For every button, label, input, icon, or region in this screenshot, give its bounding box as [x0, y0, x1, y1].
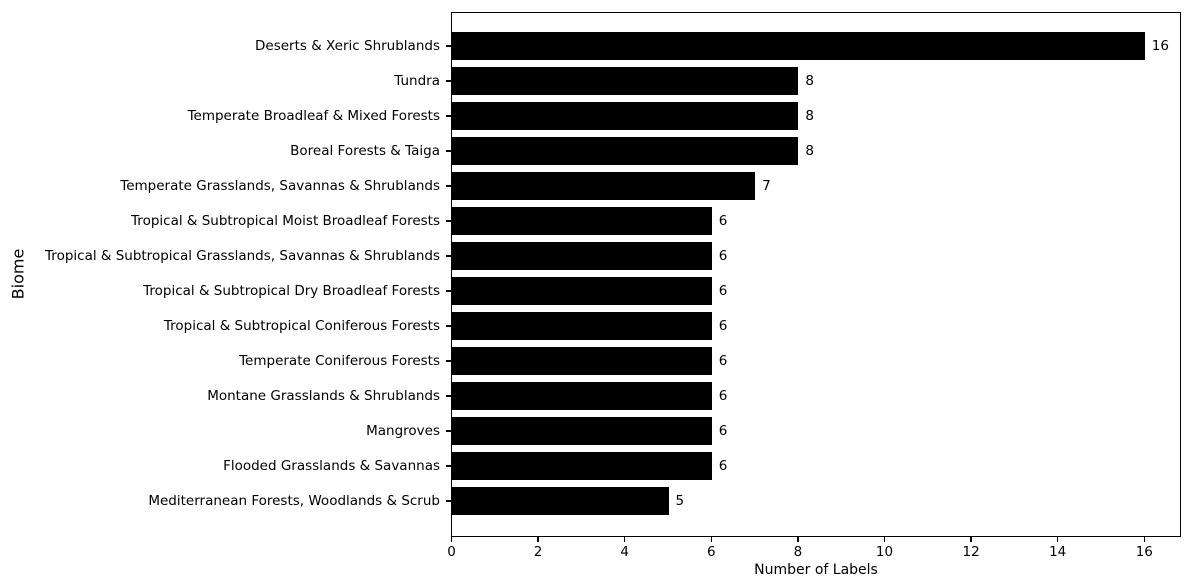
bar	[452, 417, 712, 445]
y-tick-label: Temperate Broadleaf & Mixed Forests	[187, 108, 440, 124]
y-tick-label: Tropical & Subtropical Moist Broadleaf F…	[131, 213, 440, 229]
bar-value-label: 6	[718, 457, 728, 474]
bar	[452, 347, 712, 375]
bar	[452, 242, 712, 270]
x-tick-mark	[537, 537, 539, 542]
plot-area	[451, 12, 1181, 537]
bar-value-label: 6	[718, 422, 728, 439]
x-tick-mark	[883, 537, 886, 542]
y-tick-label: Temperate Coniferous Forests	[239, 353, 440, 369]
y-tick-mark	[446, 45, 451, 47]
x-tick-mark	[797, 537, 799, 542]
y-tick-mark	[446, 500, 451, 502]
x-tick-mark	[623, 537, 626, 542]
y-tick-mark	[446, 290, 451, 292]
bar-value-label: 8	[805, 142, 814, 159]
x-tick-label: 16	[1135, 544, 1153, 560]
y-tick-label: Flooded Grasslands & Savannas	[223, 458, 440, 474]
bar-value-label: 6	[718, 212, 728, 229]
bar	[452, 207, 712, 235]
y-tick-label: Mangroves	[366, 423, 440, 439]
y-tick-mark	[446, 360, 451, 362]
y-tick-label: Tundra	[394, 73, 440, 89]
x-tick-label: 8	[793, 544, 803, 560]
x-tick-mark	[1056, 537, 1059, 542]
x-tick-label: 12	[962, 544, 980, 560]
y-tick-mark	[446, 115, 451, 117]
bar	[452, 137, 799, 165]
x-tick-label: 2	[533, 544, 543, 560]
bar	[452, 452, 712, 480]
bar-value-label: 7	[762, 177, 771, 194]
bar-value-label: 5	[675, 492, 685, 509]
y-tick-label: Temperate Grasslands, Savannas & Shrubla…	[120, 178, 440, 194]
bar-value-label: 8	[805, 72, 814, 89]
x-tick-label: 4	[620, 544, 629, 560]
x-tick-mark	[450, 537, 453, 542]
y-tick-mark	[446, 430, 451, 432]
y-tick-mark	[446, 395, 451, 397]
x-tick-label: 0	[447, 544, 456, 560]
bar-value-label: 6	[718, 247, 728, 264]
bar	[452, 67, 799, 95]
x-axis-title: Number of Labels	[754, 562, 878, 578]
bar	[452, 312, 712, 340]
x-tick-mark	[1143, 537, 1146, 542]
y-tick-mark	[446, 465, 451, 467]
bar-value-label: 6	[718, 317, 728, 334]
bar	[452, 277, 712, 305]
y-tick-label: Deserts & Xeric Shrublands	[255, 38, 440, 54]
y-tick-mark	[446, 80, 451, 82]
bar-value-label: 6	[718, 282, 728, 299]
bar	[452, 382, 712, 410]
y-tick-mark	[446, 185, 451, 187]
y-tick-mark	[446, 255, 451, 257]
x-tick-label: 14	[1049, 544, 1067, 560]
x-tick-label: 6	[707, 544, 716, 560]
bar-value-label: 16	[1151, 37, 1169, 54]
bar-value-label: 8	[805, 107, 814, 124]
x-tick-label: 10	[875, 544, 894, 560]
x-tick-mark	[710, 537, 713, 542]
y-tick-mark	[446, 150, 451, 152]
bar	[452, 172, 756, 200]
bar-value-label: 6	[718, 387, 728, 404]
x-tick-mark	[970, 537, 972, 542]
bar-value-label: 6	[718, 352, 728, 369]
y-tick-label: Tropical & Subtropical Coniferous Forest…	[163, 318, 440, 334]
y-tick-label: Boreal Forests & Taiga	[290, 143, 440, 159]
y-tick-label: Mediterranean Forests, Woodlands & Scrub	[148, 493, 440, 509]
y-tick-label: Montane Grasslands & Shrublands	[207, 388, 440, 404]
bar	[452, 32, 1145, 60]
y-tick-mark	[446, 220, 451, 222]
bar	[452, 102, 799, 130]
y-tick-mark	[446, 325, 451, 327]
bar	[452, 487, 669, 515]
y-tick-label: Tropical & Subtropical Dry Broadleaf For…	[143, 283, 440, 299]
y-tick-label: Tropical & Subtropical Grasslands, Savan…	[45, 248, 440, 264]
